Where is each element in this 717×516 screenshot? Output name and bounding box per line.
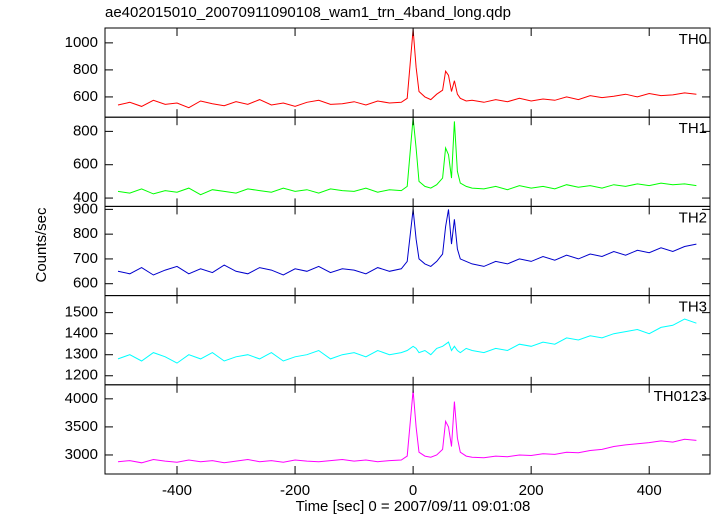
y-tick-label: 600 xyxy=(73,275,98,292)
y-tick-label: 600 xyxy=(73,156,98,173)
y-tick-label: 400 xyxy=(73,189,98,206)
data-line xyxy=(117,390,697,464)
panel-frame xyxy=(104,384,711,475)
y-tick-label: 4000 xyxy=(65,390,98,407)
panel-label: TH2 xyxy=(679,209,707,226)
panel-frame xyxy=(104,116,711,207)
x-tick-label: 400 xyxy=(637,482,662,499)
data-line xyxy=(117,117,697,196)
panel-label: TH0 xyxy=(679,31,707,48)
y-tick-label: 3000 xyxy=(65,446,98,463)
y-tick-label: 800 xyxy=(73,61,98,78)
y-tick-label: 900 xyxy=(73,200,98,217)
y-tick-label: 3500 xyxy=(65,418,98,435)
chart-title: ae402015010_20070911090108_wam1_trn_4ban… xyxy=(105,4,511,21)
x-tick-label: 200 xyxy=(519,482,544,499)
panel-frame xyxy=(104,295,711,386)
panel-label: TH1 xyxy=(679,120,707,137)
x-tick-label: -400 xyxy=(162,482,192,499)
y-tick-label: 1500 xyxy=(65,304,98,321)
y-tick-label: 1300 xyxy=(65,346,98,363)
x-tick-label: -200 xyxy=(280,482,310,499)
y-axis-label: Counts/sec xyxy=(33,207,50,283)
y-tick-label: 1200 xyxy=(65,367,98,384)
y-tick-label: 800 xyxy=(73,122,98,139)
data-line xyxy=(117,318,697,364)
y-tick-label: 1400 xyxy=(65,325,98,342)
y-tick-label: 800 xyxy=(73,225,98,242)
y-tick-label: 700 xyxy=(73,250,98,267)
y-tick-label: 1000 xyxy=(65,34,98,51)
x-tick-label: 0 xyxy=(409,482,417,499)
panel-label: TH0123 xyxy=(654,388,707,405)
data-line xyxy=(117,209,697,276)
y-tick-label: 600 xyxy=(73,88,98,105)
panel-frame xyxy=(104,205,711,297)
data-line xyxy=(117,29,697,109)
x-axis-label: Time [sec] 0 = 2007/09/11 09:01:08 xyxy=(296,498,531,515)
panel-label: TH3 xyxy=(679,299,707,316)
